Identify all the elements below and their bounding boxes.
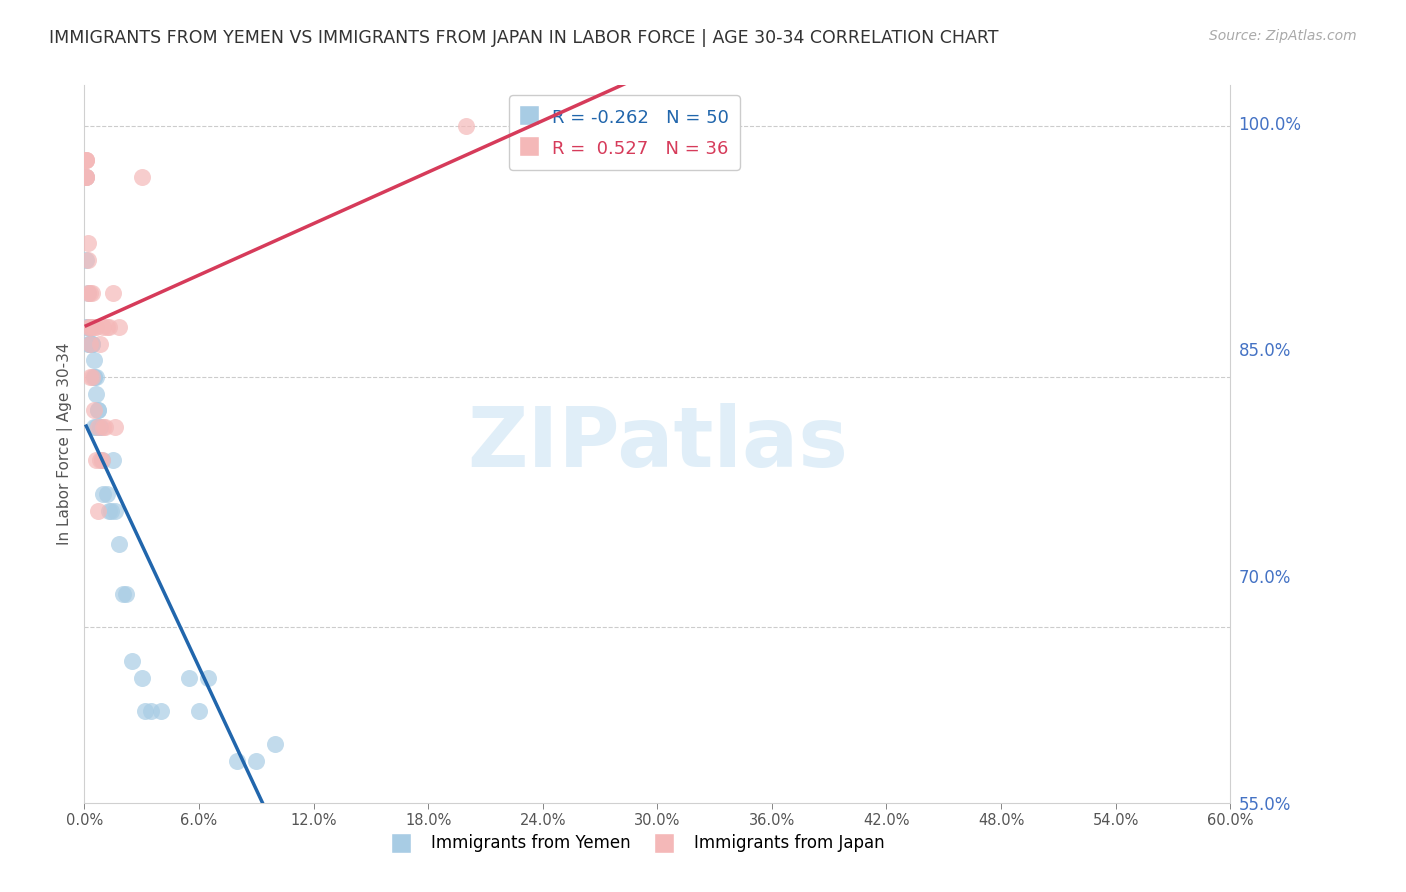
Point	[80, 336, 103, 351]
Point	[107, 537, 129, 551]
Point	[456, 120, 478, 134]
Point	[149, 704, 172, 718]
Point	[83, 370, 105, 384]
Point	[77, 236, 100, 251]
Point	[89, 336, 111, 351]
Point	[77, 319, 100, 334]
Point	[121, 654, 143, 668]
Point	[98, 503, 121, 517]
Point	[134, 704, 156, 718]
Point	[111, 587, 134, 601]
Point	[79, 319, 101, 334]
Point	[104, 420, 127, 434]
Point	[90, 453, 112, 467]
Point	[77, 319, 100, 334]
Point	[75, 153, 97, 167]
Point	[101, 453, 124, 467]
Point	[131, 169, 153, 184]
Point	[79, 336, 101, 351]
Point	[90, 453, 112, 467]
Point	[79, 370, 101, 384]
Point	[77, 286, 100, 301]
Point	[77, 319, 100, 334]
Point	[75, 153, 97, 167]
Point	[96, 487, 118, 501]
Point	[101, 286, 124, 301]
Point	[84, 370, 107, 384]
Point	[83, 403, 105, 417]
Point	[79, 286, 101, 301]
Point	[87, 420, 110, 434]
Point	[89, 420, 111, 434]
Point	[96, 319, 118, 334]
Point	[75, 169, 97, 184]
Point	[179, 671, 201, 685]
Point	[245, 754, 267, 768]
Point	[79, 336, 101, 351]
Point	[84, 453, 107, 467]
Point	[75, 153, 97, 167]
Point	[100, 503, 122, 517]
Point	[87, 503, 110, 517]
Text: IMMIGRANTS FROM YEMEN VS IMMIGRANTS FROM JAPAN IN LABOR FORCE | AGE 30-34 CORREL: IMMIGRANTS FROM YEMEN VS IMMIGRANTS FROM…	[49, 29, 998, 46]
Point	[115, 587, 138, 601]
Point	[75, 169, 97, 184]
Point	[107, 319, 129, 334]
Point	[93, 487, 115, 501]
Point	[79, 319, 101, 334]
Y-axis label: In Labor Force | Age 30-34: In Labor Force | Age 30-34	[58, 343, 73, 545]
Point	[83, 319, 105, 334]
Point	[80, 286, 103, 301]
Text: ZIPatlas: ZIPatlas	[467, 403, 848, 484]
Point	[226, 754, 249, 768]
Point	[84, 319, 107, 334]
Point	[75, 253, 97, 268]
Point	[75, 319, 97, 334]
Point	[84, 386, 107, 401]
Point	[80, 370, 103, 384]
Point	[264, 737, 287, 751]
Point	[141, 704, 163, 718]
Point	[83, 353, 105, 368]
Point	[89, 453, 111, 467]
Point	[80, 319, 103, 334]
Point	[87, 403, 110, 417]
Point	[77, 253, 100, 268]
Point	[131, 671, 153, 685]
Point	[79, 319, 101, 334]
Point	[93, 420, 115, 434]
Point	[80, 336, 103, 351]
Point	[87, 403, 110, 417]
Point	[93, 319, 115, 334]
Point	[80, 336, 103, 351]
Point	[79, 336, 101, 351]
Point	[77, 336, 100, 351]
Point	[98, 319, 121, 334]
Point	[83, 370, 105, 384]
Point	[94, 420, 117, 434]
Point	[83, 420, 105, 434]
Legend: Immigrants from Yemen, Immigrants from Japan: Immigrants from Yemen, Immigrants from J…	[378, 828, 891, 859]
Text: Source: ZipAtlas.com: Source: ZipAtlas.com	[1209, 29, 1357, 43]
Point	[84, 420, 107, 434]
Point	[188, 704, 211, 718]
Point	[75, 169, 97, 184]
Point	[104, 503, 127, 517]
Point	[79, 336, 101, 351]
Point	[75, 169, 97, 184]
Point	[77, 286, 100, 301]
Point	[197, 671, 219, 685]
Point	[89, 420, 111, 434]
